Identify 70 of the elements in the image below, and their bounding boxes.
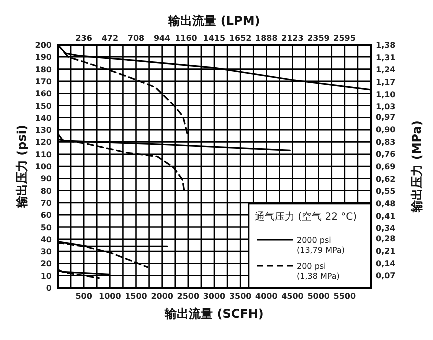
- y2-tick-label: 1,24: [376, 66, 396, 75]
- x-tick-label: 3000: [203, 292, 226, 301]
- y2-tick-label: 0,69: [376, 162, 396, 172]
- y-tick-label: 100: [35, 162, 52, 172]
- x-tick-label: 4500: [282, 292, 304, 301]
- y-tick-label: 130: [35, 126, 52, 136]
- x2-tick-label: 2595: [334, 34, 356, 43]
- x2-tick-label: 1652: [229, 34, 252, 43]
- y-tick-label: 0: [46, 284, 52, 293]
- y2-tick-label: 0,62: [376, 174, 396, 184]
- y2-tick-label: 1,17: [376, 78, 396, 87]
- y2-axis-title: 输出压力 (MPa): [410, 120, 424, 214]
- x-tick-label: 3500: [229, 292, 252, 301]
- x-tick-label: 2500: [177, 292, 200, 301]
- y-tick-label: 170: [35, 77, 52, 86]
- y-tick-label: 90: [40, 174, 52, 184]
- x-axis-title: 输出流量 (SCFH): [164, 307, 264, 321]
- y2-tick-label: 0,21: [376, 247, 396, 256]
- y2-tick-label: 0,07: [376, 272, 396, 281]
- y2-tick-label: 0,83: [376, 138, 396, 147]
- x2-tick-label: 2123: [282, 34, 304, 43]
- y-tick-label: 150: [35, 102, 52, 111]
- x2-tick-label: 1160: [175, 34, 198, 43]
- y2-tick-label: 1,31: [376, 53, 396, 62]
- y-tick-label: 40: [40, 235, 52, 244]
- y2-tick-label: 1,03: [376, 102, 396, 112]
- y-tick-label: 60: [40, 211, 52, 220]
- y2-tick-label: 1,38: [376, 41, 396, 50]
- y-tick-label: 190: [35, 53, 52, 62]
- y-tick-label: 200: [35, 41, 52, 50]
- y2-tick-label: 0,76: [376, 150, 396, 160]
- y2-tick-label: 0,28: [376, 234, 396, 244]
- y2-tick-label: 0,55: [376, 187, 396, 196]
- x-tick-label: 5500: [334, 292, 356, 301]
- y-tick-label: 20: [40, 260, 52, 269]
- y-tick-label: 180: [35, 65, 52, 74]
- y-tick-label: 160: [35, 90, 52, 99]
- x-tick-label: 1500: [125, 292, 148, 301]
- legend-title: 通气压力 (空气 22 °C): [255, 211, 358, 223]
- x-tick-label: 2000: [151, 292, 174, 301]
- y-tick-label: 110: [35, 150, 52, 160]
- y2-tick-label: 1,10: [376, 90, 396, 100]
- x-tick-label: 500: [76, 292, 93, 301]
- y-tick-label: 120: [35, 138, 52, 148]
- x2-tick-label: 708: [128, 34, 146, 43]
- y-axis-title: 输出压力 (psi): [15, 125, 29, 209]
- y-tick-label: 80: [40, 186, 52, 196]
- legend-label: 200 psi (1,38 MPa): [297, 262, 340, 281]
- legend-label: 2000 psi (13,79 MPa): [297, 236, 345, 255]
- x2-tick-label: 1888: [256, 34, 278, 43]
- x2-tick-label: 236: [76, 34, 93, 43]
- y2-tick-label: 0,90: [376, 126, 396, 135]
- y2-tick-label: 0,14: [376, 259, 396, 268]
- x2-tick-label: 472: [102, 34, 119, 43]
- x2-tick-label: 1415: [203, 34, 226, 43]
- y2-tick-label: 0,48: [376, 199, 396, 208]
- x2-tick-label: 944: [154, 34, 172, 43]
- x-tick-label: 4000: [256, 292, 278, 301]
- y2-tick-label: 0,41: [376, 212, 396, 221]
- x-tick-label: 1000: [99, 292, 122, 301]
- y-tick-label: 10: [40, 272, 52, 281]
- x2-tick-label: 2359: [308, 34, 330, 43]
- y-tick-label: 30: [40, 248, 52, 257]
- y2-tick-label: 0,97: [376, 113, 396, 122]
- y-tick-label: 140: [35, 114, 52, 123]
- x-tick-label: 5000: [308, 292, 330, 301]
- y-tick-label: 70: [40, 198, 52, 208]
- y2-tick-label: 0,34: [376, 224, 396, 234]
- y-tick-label: 50: [40, 223, 52, 232]
- x2-axis-title: 输出流量 (LPM): [168, 14, 260, 28]
